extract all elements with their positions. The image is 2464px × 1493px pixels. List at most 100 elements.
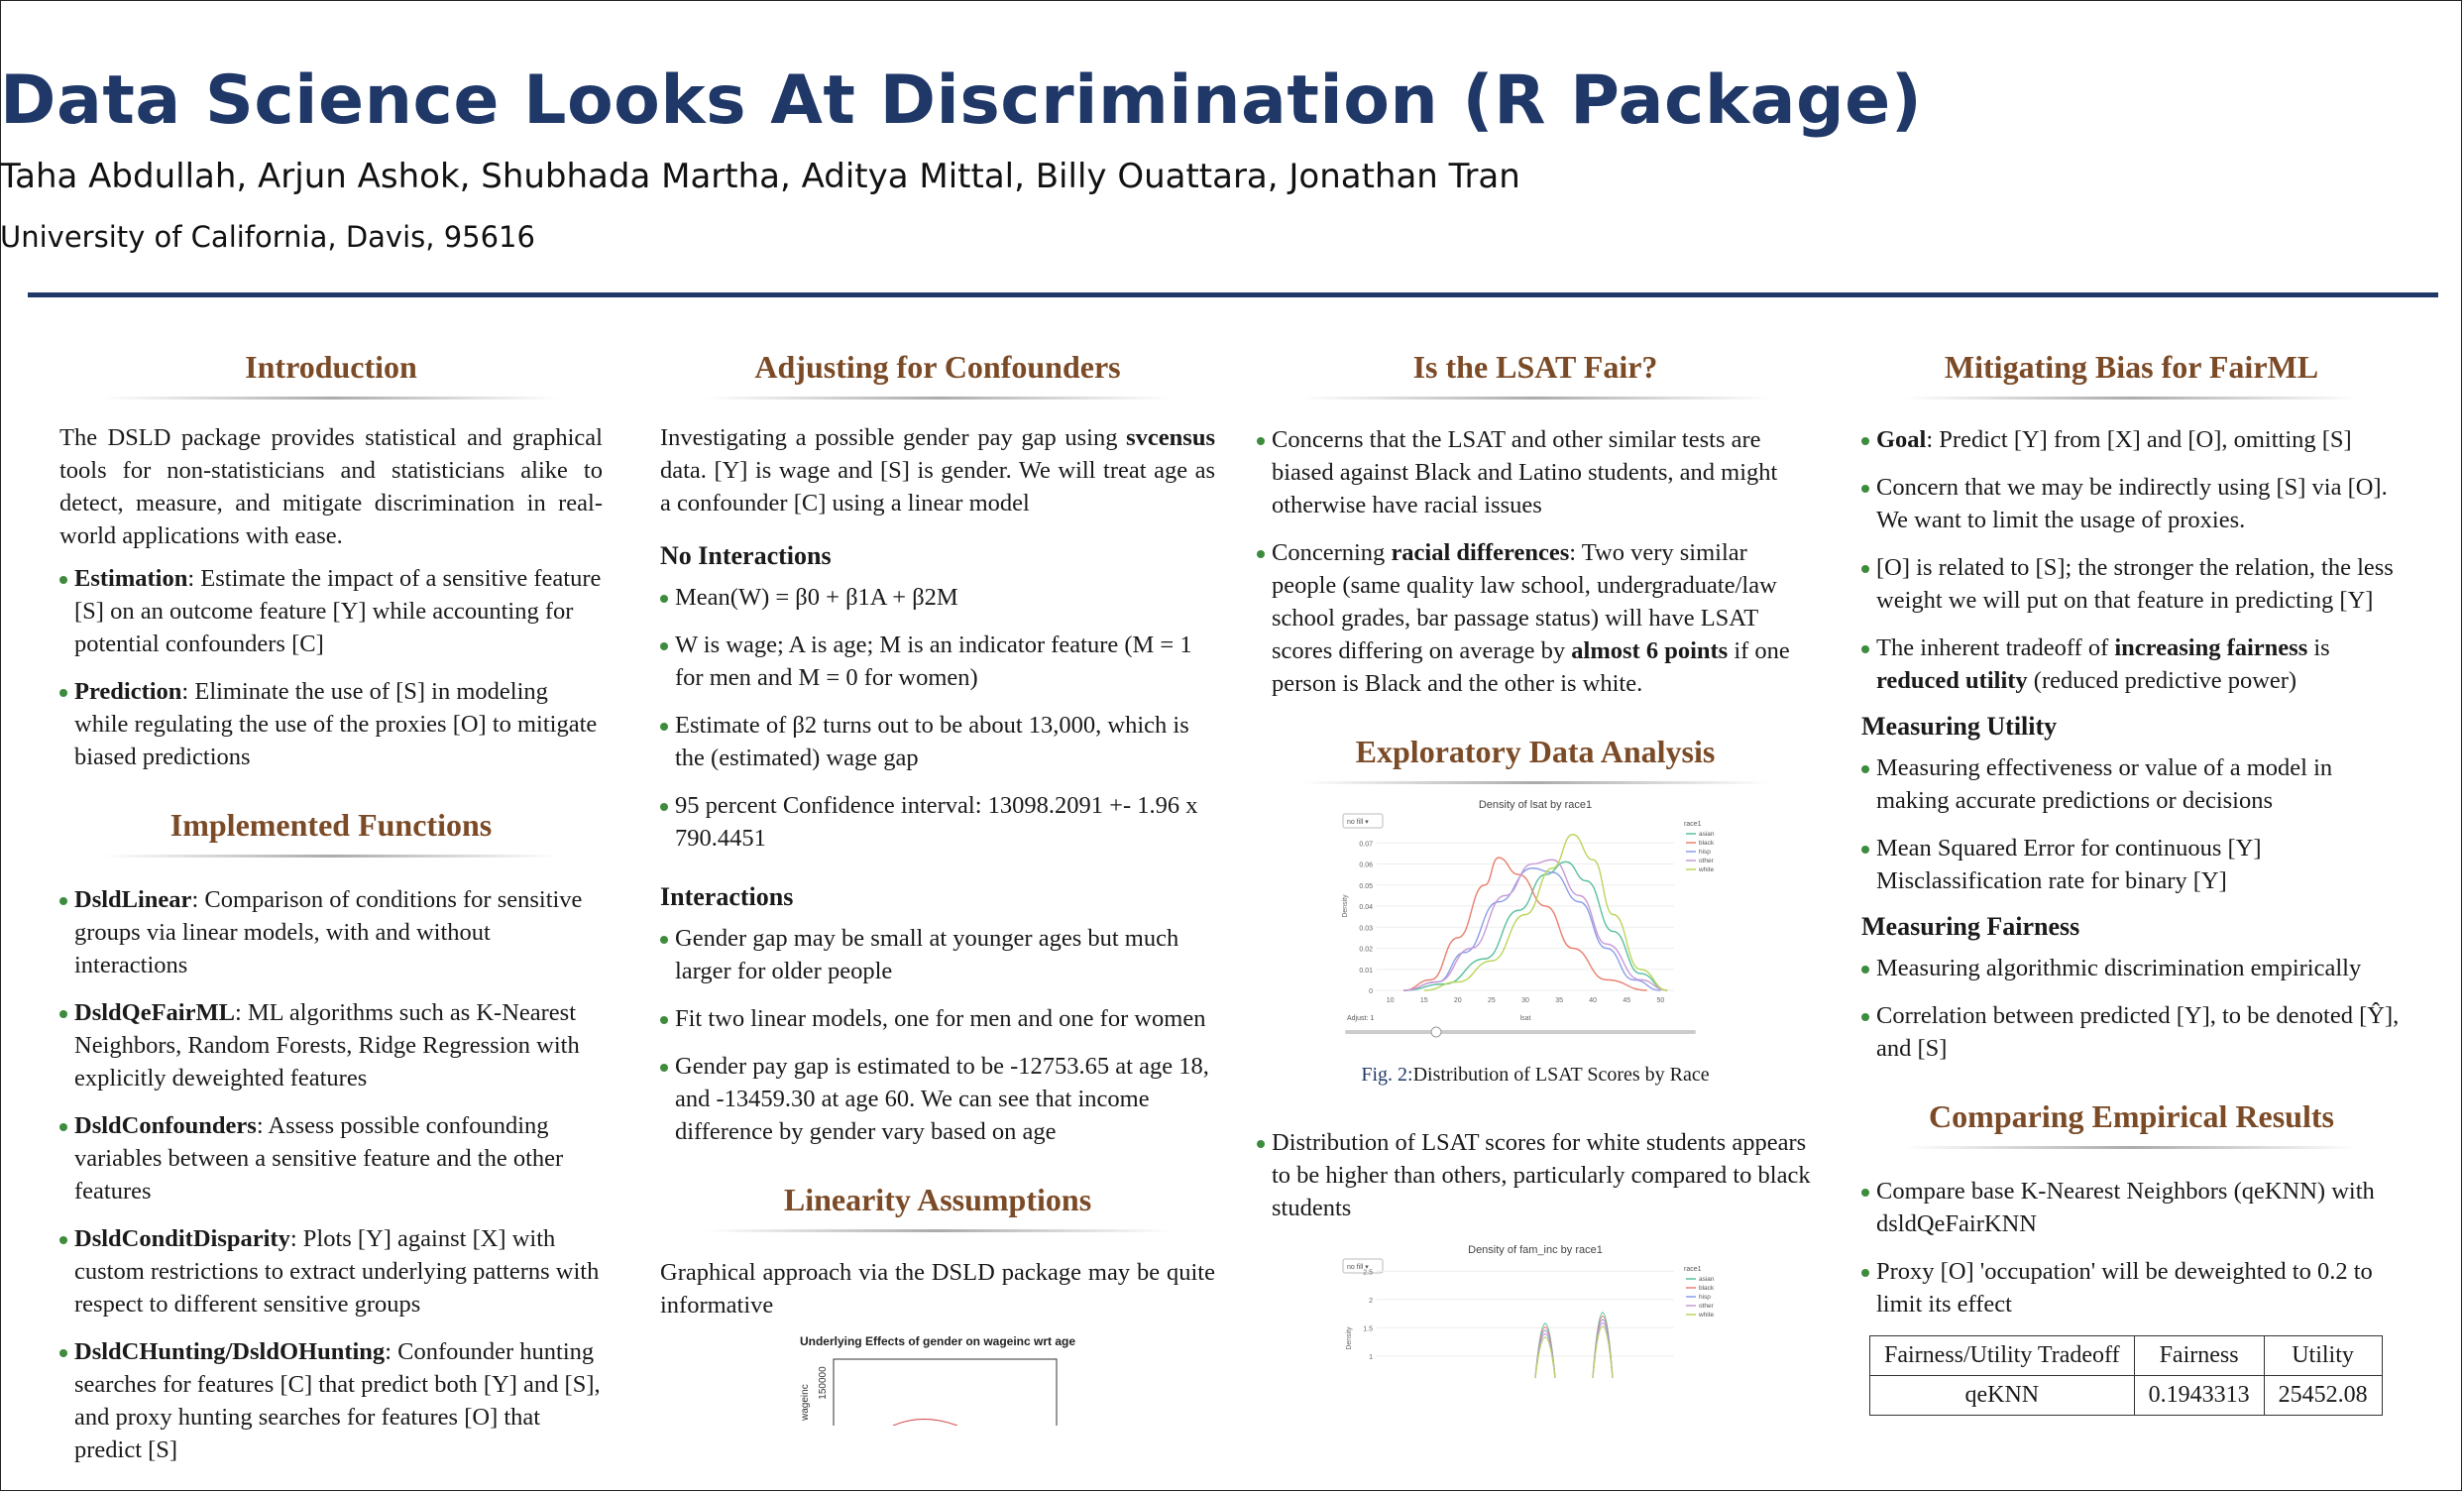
y-tick-label: 0.04 bbox=[1359, 904, 1373, 911]
author-list: Taha Abdullah, Arjun Ashok, Shubhada Mar… bbox=[0, 157, 1520, 196]
list-item: DsldLinear: Comparison of conditions for… bbox=[59, 883, 603, 981]
table-row: qeKNN 0.1943313 25452.08 bbox=[1869, 1375, 2383, 1416]
list-item: Estimate of β2 turns out to be about 13,… bbox=[660, 709, 1215, 774]
interactions-bullets: Gender gap may be small at younger ages … bbox=[660, 922, 1215, 1148]
text-run-bold: racial differences bbox=[1391, 539, 1570, 566]
list-item: DsldConfounders: Assess possible confoun… bbox=[59, 1109, 603, 1207]
bullet-text: : Eliminate the use of [S] in modeling w… bbox=[74, 678, 598, 770]
list-item: Gender pay gap is estimated to be -12753… bbox=[660, 1050, 1215, 1148]
x-tick-label: 15 bbox=[1420, 997, 1428, 1004]
list-item: Correlation between predicted [Y], to be… bbox=[1861, 999, 2402, 1065]
interactions-heading: Interactions bbox=[660, 882, 794, 911]
text-run: Investigating a possible gender pay gap … bbox=[660, 424, 1127, 451]
results-heading: Comparing Empirical Results bbox=[1861, 1098, 2402, 1149]
dropdown-label[interactable]: no fill ▾ bbox=[1347, 1264, 1369, 1271]
list-item: DsldQeFairML: ML algorithms such as K-Ne… bbox=[59, 996, 603, 1094]
text-run: if one person is Black and the other is … bbox=[1272, 637, 1790, 697]
y-tick-label: 0.01 bbox=[1359, 968, 1373, 975]
tradeoff-table: Fairness/Utility Tradeoff Fairness Utili… bbox=[1869, 1335, 2383, 1416]
chart-title: Density of fam_inc by race1 bbox=[1468, 1244, 1603, 1256]
bullet-text: : Confounder hunting searches for featur… bbox=[74, 1338, 601, 1463]
bullet-term: Prediction bbox=[74, 678, 182, 705]
text-run: is bbox=[2307, 634, 2330, 661]
series-line-asian bbox=[1403, 861, 1668, 991]
dropdown-box[interactable] bbox=[1342, 1258, 1384, 1274]
text-run: (reduced predictive power) bbox=[2027, 667, 2297, 694]
table-header: Fairness bbox=[2133, 1335, 2265, 1376]
slider-label: Adjust: 1 bbox=[1347, 1015, 1374, 1022]
faminc-density-chart: Density of fam_inc by race1 no fill ▾ 1 1.5… bbox=[1342, 1244, 1715, 1378]
list-item: Prediction: Eliminate the use of [S] in … bbox=[59, 675, 603, 773]
legend-label: other bbox=[1699, 1303, 1715, 1310]
x-tick-label: 40 bbox=[1589, 997, 1597, 1004]
chart-dropdown[interactable]: no fill ▾ bbox=[1342, 813, 1384, 829]
figure-caption: Fig. 2:Distribution of LSAT Scores by Ra… bbox=[1257, 1064, 1814, 1087]
table-header: Utility bbox=[2263, 1335, 2383, 1376]
legend-label: white bbox=[1698, 1312, 1715, 1319]
introduction-text: The DSLD package provides statistical an… bbox=[59, 424, 603, 549]
x-tick-label: 20 bbox=[1454, 997, 1462, 1004]
list-item: Distribution of LSAT scores for white st… bbox=[1257, 1126, 1814, 1224]
list-item: Concern that we may be indirectly using … bbox=[1861, 471, 2402, 536]
text-run-bold: almost 6 points bbox=[1571, 637, 1729, 664]
list-item: Measuring effectiveness or value of a mo… bbox=[1861, 751, 2402, 817]
linearity-heading: Linearity Assumptions bbox=[660, 1182, 1215, 1232]
caption-label: Fig. 2: bbox=[1361, 1064, 1413, 1086]
text-run: Concerning bbox=[1272, 539, 1392, 566]
linearity-y-label: wageinc bbox=[800, 1384, 811, 1422]
table-cell: 25452.08 bbox=[2263, 1375, 2383, 1416]
x-tick-label: 35 bbox=[1555, 997, 1563, 1004]
adjust-slider-handle[interactable] bbox=[1430, 1026, 1442, 1038]
bullet-term: DsldConfounders bbox=[74, 1112, 257, 1139]
list-item: Concerns that the LSAT and other similar… bbox=[1257, 423, 1814, 521]
x-axis-label: lsat bbox=[1520, 1015, 1531, 1022]
results-bullets: Compare base K-Nearest Neighbors (qeKNN)… bbox=[1861, 1175, 2402, 1321]
legend-title: race1 bbox=[1684, 1266, 1702, 1273]
fairness-heading: Measuring Fairness bbox=[1861, 912, 2080, 941]
legend-label: asian bbox=[1699, 831, 1715, 838]
bullet-text: : Predict [Y] from [X] and [O], omitting… bbox=[1926, 426, 2352, 453]
fairness-bullets: Measuring algorithmic discrimination emp… bbox=[1861, 952, 2402, 1065]
functions-bullets: DsldLinear: Comparison of conditions for… bbox=[59, 883, 603, 1466]
bullet-term: Goal bbox=[1876, 426, 1927, 453]
lsat-density-chart: Density of lsat by race1 no fill ▾ 0 0.01 0.… bbox=[1342, 799, 1715, 1038]
y-tick-label: 2 bbox=[1369, 1298, 1373, 1305]
bullet-term: DsldCHunting/DsldOHunting bbox=[74, 1338, 386, 1365]
poster-title: Data Science Looks At Discrimination (R … bbox=[0, 61, 1923, 140]
list-item: Compare base K-Nearest Neighbors (qeKNN)… bbox=[1861, 1175, 2402, 1240]
equation: Mean(W) = β0 + β1A + β2M bbox=[660, 581, 1215, 614]
dropdown-box[interactable] bbox=[1342, 813, 1384, 829]
list-item: [O] is related to [S]; the stronger the … bbox=[1861, 551, 2402, 617]
introduction-heading: Introduction bbox=[59, 349, 603, 400]
list-item: Gender gap may be small at younger ages … bbox=[660, 922, 1215, 987]
text-run: : Two very similar people (same quality … bbox=[1272, 539, 1777, 664]
series-line-black bbox=[1403, 857, 1647, 991]
series-line-white bbox=[1423, 834, 1668, 991]
series-line-other bbox=[1403, 859, 1668, 991]
caption-text: Distribution of LSAT Scores by Race bbox=[1412, 1064, 1710, 1086]
series-line-white bbox=[1592, 1325, 1614, 1378]
text-run: The inherent tradeoff of bbox=[1876, 634, 2115, 661]
introduction-bullets: Estimation: Estimate the impact of a sen… bbox=[59, 562, 603, 773]
chart-dropdown[interactable]: no fill ▾ bbox=[1342, 1258, 1384, 1274]
y-tick-label: 0.03 bbox=[1359, 925, 1373, 932]
y-tick-label: 0.02 bbox=[1359, 947, 1373, 954]
bullet-text: : Assess possible confounding variables … bbox=[74, 1112, 564, 1205]
no-interactions-heading: No Interactions bbox=[660, 541, 832, 570]
list-item: Measuring algorithmic discrimination emp… bbox=[1861, 952, 2402, 984]
eda-bullets: Distribution of LSAT scores for white st… bbox=[1257, 1126, 1814, 1224]
y-axis-label: Density bbox=[1342, 894, 1349, 918]
y-tick-label: 1 bbox=[1369, 1354, 1373, 1361]
legend-label: asian bbox=[1699, 1276, 1715, 1283]
list-item: Proxy [O] 'occupation' will be deweighte… bbox=[1861, 1255, 2402, 1321]
fairml-bullets: Goal: Predict [Y] from [X] and [O], omit… bbox=[1861, 423, 2402, 697]
bullet-text: : Plots [Y] against [X] with custom rest… bbox=[74, 1225, 600, 1318]
utility-bullets: Measuring effectiveness or value of a mo… bbox=[1861, 751, 2402, 897]
legend-label: white bbox=[1698, 866, 1715, 873]
dropdown-label[interactable]: no fill ▾ bbox=[1347, 819, 1369, 826]
text-run-bold: increasing fairness bbox=[2114, 634, 2308, 661]
lsat-heading: Is the LSAT Fair? bbox=[1257, 349, 1814, 400]
linearity-curve bbox=[892, 1419, 958, 1426]
text-run-bold: reduced utility bbox=[1876, 667, 2028, 694]
list-item: Goal: Predict [Y] from [X] and [O], omit… bbox=[1861, 423, 2402, 456]
